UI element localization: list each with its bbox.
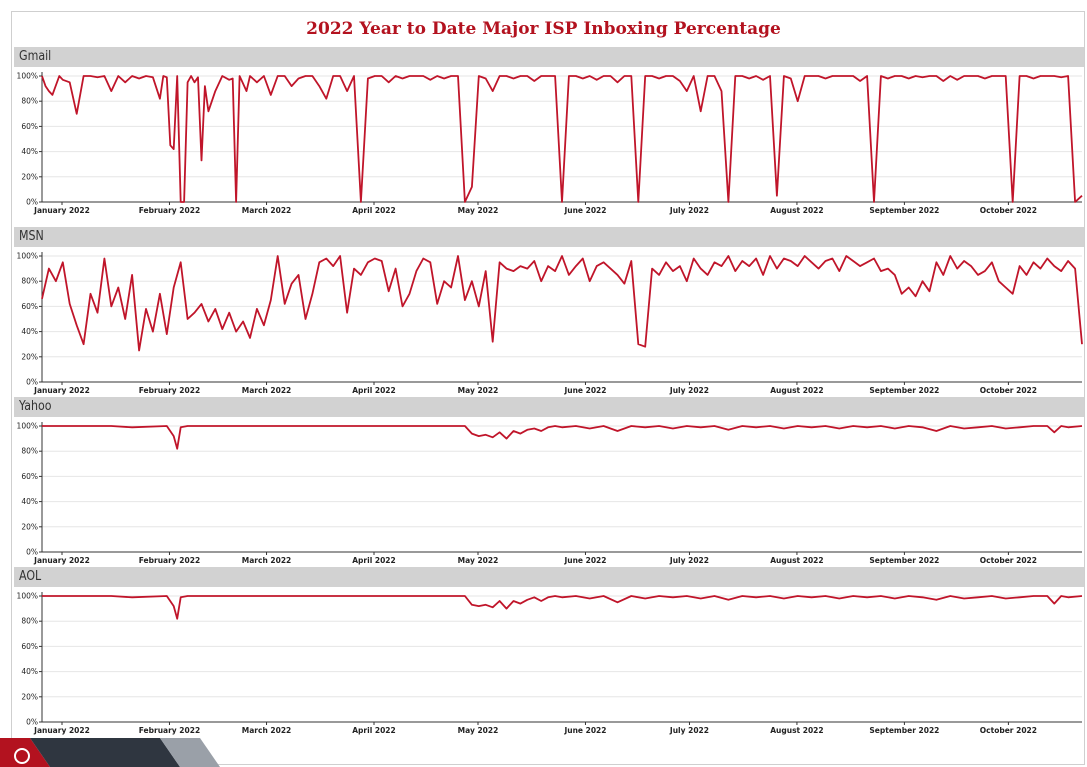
x-tick-label: May 2022 xyxy=(458,556,499,565)
x-tick-label: June 2022 xyxy=(563,206,606,215)
x-tick-label: March 2022 xyxy=(242,386,292,395)
x-tick-label: June 2022 xyxy=(563,556,606,565)
y-tick-label: 20% xyxy=(21,172,38,181)
x-tick-label: September 2022 xyxy=(869,206,939,215)
x-tick-label: August 2022 xyxy=(770,556,823,565)
panel-header: Gmail xyxy=(14,47,1084,67)
x-tick-label: April 2022 xyxy=(352,726,396,735)
y-tick-label: 60% xyxy=(21,122,38,131)
x-tick-label: May 2022 xyxy=(458,386,499,395)
aol-line-chart: 0% 20% 40% 60% 80% 100% January 2022 February 2… xyxy=(17,592,1083,735)
x-tick-label: July 2022 xyxy=(669,726,709,735)
series-line-yahoo xyxy=(42,425,1083,450)
series-line-gmail xyxy=(41,75,1083,203)
x-tick-label: April 2022 xyxy=(352,206,396,215)
y-tick-label: 0% xyxy=(26,198,38,207)
x-tick-label: January 2022 xyxy=(33,556,90,565)
panel-name: Gmail xyxy=(19,49,52,64)
x-tick-label: October 2022 xyxy=(980,386,1037,395)
x-tick-label: May 2022 xyxy=(458,726,499,735)
brand-logo-mark xyxy=(0,738,220,767)
y-tick-label: 0% xyxy=(26,378,38,387)
x-tick-label: October 2022 xyxy=(980,206,1037,215)
y-tick-label: 40% xyxy=(21,147,38,156)
x-tick-label: August 2022 xyxy=(770,386,823,395)
y-tick-label: 60% xyxy=(21,642,38,651)
page-title: 2022 Year to Date Major ISP Inboxing Per… xyxy=(306,19,781,39)
series-line-aol xyxy=(42,595,1083,620)
y-tick-label: 100% xyxy=(17,592,38,601)
x-tick-label: June 2022 xyxy=(563,386,606,395)
x-tick-label: January 2022 xyxy=(33,206,90,215)
gmail-line-chart: 0% 20% 40% 60% 80% 100% January 2022 February 2… xyxy=(17,72,1083,215)
x-tick-label: January 2022 xyxy=(33,386,90,395)
x-tick-label: August 2022 xyxy=(770,206,823,215)
x-tick-label: June 2022 xyxy=(563,726,606,735)
x-tick-label: August 2022 xyxy=(770,726,823,735)
yahoo-line-chart: 0% 20% 40% 60% 80% 100% January 2022 February 2… xyxy=(17,422,1083,565)
y-tick-label: 40% xyxy=(21,497,38,506)
chart-frame xyxy=(11,11,1085,765)
msn-line-chart: 0% 20% 40% 60% 80% 100% January 2022 February 2… xyxy=(17,252,1083,395)
y-tick-label: 40% xyxy=(21,667,38,676)
x-tick-label: March 2022 xyxy=(242,726,292,735)
y-tick-label: 0% xyxy=(26,718,38,727)
panel-name: Yahoo xyxy=(19,399,52,414)
y-tick-label: 100% xyxy=(17,422,38,431)
x-tick-label: May 2022 xyxy=(458,206,499,215)
y-tick-label: 60% xyxy=(21,302,38,311)
x-tick-label: April 2022 xyxy=(352,386,396,395)
x-tick-label: February 2022 xyxy=(139,556,200,565)
y-tick-label: 20% xyxy=(21,352,38,361)
x-tick-label: July 2022 xyxy=(669,386,709,395)
x-tick-label: March 2022 xyxy=(242,206,292,215)
x-tick-label: April 2022 xyxy=(352,556,396,565)
panel-name: AOL xyxy=(19,569,42,584)
x-tick-label: March 2022 xyxy=(242,556,292,565)
y-tick-label: 60% xyxy=(21,472,38,481)
x-tick-label: October 2022 xyxy=(980,556,1037,565)
x-tick-label: July 2022 xyxy=(669,206,709,215)
y-tick-label: 80% xyxy=(21,277,38,286)
panel-header: MSN xyxy=(14,227,1084,247)
x-tick-label: February 2022 xyxy=(139,386,200,395)
y-tick-label: 40% xyxy=(21,327,38,336)
panel-header: Yahoo xyxy=(14,397,1084,417)
x-tick-label: January 2022 xyxy=(33,726,90,735)
x-tick-label: February 2022 xyxy=(139,726,200,735)
x-tick-label: February 2022 xyxy=(139,206,200,215)
x-tick-label: September 2022 xyxy=(869,556,939,565)
x-tick-label: September 2022 xyxy=(869,726,939,735)
panel-name: MSN xyxy=(19,229,44,244)
y-tick-label: 20% xyxy=(21,692,38,701)
x-tick-label: October 2022 xyxy=(980,726,1037,735)
panel-header: AOL xyxy=(14,567,1084,587)
y-tick-label: 80% xyxy=(21,447,38,456)
y-tick-label: 20% xyxy=(21,522,38,531)
x-tick-label: July 2022 xyxy=(669,556,709,565)
y-tick-label: 80% xyxy=(21,617,38,626)
y-tick-label: 0% xyxy=(26,548,38,557)
y-tick-label: 80% xyxy=(21,97,38,106)
y-tick-label: 100% xyxy=(17,72,38,81)
y-tick-label: 100% xyxy=(17,252,38,261)
x-tick-label: September 2022 xyxy=(869,386,939,395)
series-line-msn xyxy=(41,255,1083,352)
